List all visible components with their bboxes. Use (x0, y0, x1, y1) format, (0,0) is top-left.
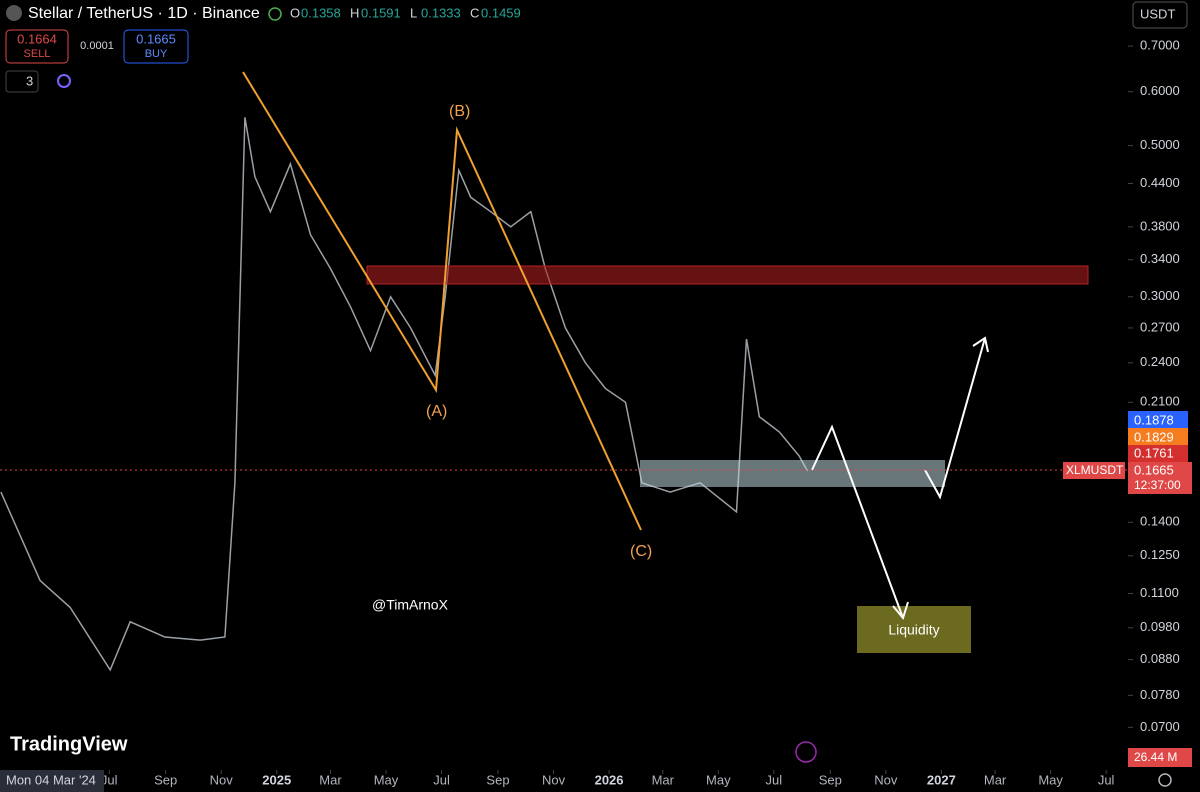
last-badge (1128, 462, 1192, 494)
indicators-toggle[interactable] (5, 70, 39, 93)
wave-label: (B) (449, 103, 470, 120)
y-axis: 0.7000 0.6000 0.5000 0.4400 0.3800 0.3400 0.30… (1128, 38, 1180, 734)
liquidity-label: Liquidity (888, 622, 939, 638)
symbol-title: Stellar / TetherUS · 1D · Binance (28, 5, 260, 22)
symbol: XLMUSDT (1066, 463, 1124, 477)
symbol-badge (1063, 462, 1125, 479)
liquidity-zone (857, 606, 971, 653)
y-tick-label: 0.3400 (1140, 251, 1180, 266)
x-tick-label: May (374, 772, 399, 787)
currency-select[interactable] (1132, 1, 1188, 29)
x-tick-label: May (1038, 772, 1063, 787)
x-tick-label: May (706, 772, 731, 787)
x-tick-label: 2025 (262, 772, 291, 787)
y-tick-label: 0.2400 (1140, 354, 1180, 369)
x-tick-label: 2027 (927, 772, 956, 787)
y-tick-label: 0.2100 (1140, 394, 1180, 409)
resistance-zone (366, 265, 1089, 285)
badge (1128, 411, 1188, 430)
x-tick-label: Nov (542, 772, 566, 787)
sell-label: SELL (24, 48, 51, 60)
countdown: 12:37:00 (1134, 478, 1181, 492)
ohlc-value: 0.1591 (361, 5, 401, 20)
wave-label: (A) (426, 403, 447, 420)
projection-arrow (924, 337, 986, 500)
crosshair-box (0, 770, 104, 792)
x-tick-label: Jul (1098, 772, 1115, 787)
y-tick-label: 0.1100 (1140, 585, 1179, 600)
y-tick-label: 0.0980 (1140, 619, 1180, 634)
x-tick-label: Mar (319, 772, 342, 787)
y-tick-label: 0.7000 (1140, 38, 1180, 53)
ohlc-value: 0.1459 (481, 5, 521, 20)
projection-arrow (811, 424, 904, 619)
badge-value: 0.1878 (1134, 412, 1174, 427)
x-tick-label: Sep (819, 772, 842, 787)
y-tick-label: 0.3000 (1140, 288, 1180, 303)
y-tick-label: 0.0700 (1140, 719, 1180, 734)
ohlc-key: C (470, 5, 479, 20)
x-tick-label: Sep (154, 772, 177, 787)
y-tick-label: 0.5000 (1140, 137, 1180, 152)
badge-value: 0.1829 (1134, 429, 1174, 444)
currency: USDT (1140, 6, 1175, 21)
brand: TradingView (10, 733, 128, 755)
sell-button[interactable] (5, 29, 69, 64)
status (268, 7, 282, 21)
alert-icon[interactable] (795, 741, 817, 763)
ohlc: O 0.1358 H 0.1591 L 0.1333 C 0.1459 (290, 5, 521, 20)
sync-icon[interactable] (57, 74, 71, 88)
volume-badge (1128, 748, 1192, 767)
y-tick-label: 0.6000 (1140, 83, 1180, 98)
x-tick-label: Jul (101, 772, 118, 787)
x-tick-label: Jul (433, 772, 450, 787)
x-tick-label: Mar (984, 772, 1007, 787)
support-zone (640, 460, 945, 487)
buy-label: BUY (145, 48, 168, 60)
x-tick-label: Sep (486, 772, 509, 787)
ohlc-key: O (290, 5, 300, 20)
y-tick-label: 0.3800 (1140, 218, 1180, 233)
wave-lines (242, 71, 642, 531)
y-tick-label: 0.0780 (1140, 687, 1180, 702)
arrow-head (972, 336, 989, 353)
ohlc-key: H (350, 5, 359, 20)
settings[interactable] (1158, 773, 1172, 787)
y-tick-label: 0.1250 (1140, 547, 1180, 562)
buy-button[interactable] (123, 29, 189, 64)
indicators-count: 3 (26, 73, 33, 88)
sell-price: 0.1664 (17, 31, 57, 46)
symbol-icon (6, 5, 22, 21)
y-tick-label: 0.4400 (1140, 175, 1180, 190)
x-tick-label: Nov (874, 772, 898, 787)
ohlc-value: 0.1333 (421, 5, 461, 20)
x-tick-label: Jul (766, 772, 783, 787)
price-axis (1128, 0, 1200, 792)
author: @TimArnoX (372, 597, 449, 613)
time-axis (0, 770, 1128, 792)
ohlc-key: L (410, 5, 417, 20)
badge (1128, 445, 1188, 463)
last-price: 0.1665 (1134, 462, 1174, 477)
wave-label: (C) (630, 543, 652, 560)
ohlc-value: 0.1358 (301, 5, 341, 20)
y-tick-label: 0.1400 (1140, 514, 1180, 529)
y-tick-label: 0.2700 (1140, 319, 1180, 334)
x-tick-label: Nov (210, 772, 234, 787)
y-tick-label: 0.0880 (1140, 651, 1180, 666)
arrow-head (892, 601, 909, 621)
badge-value: 0.1761 (1134, 445, 1174, 460)
badge (1128, 428, 1188, 447)
x-tick-label: Mar (652, 772, 675, 787)
x-axis: Jul Sep Nov 2025 Mar May Jul Sep Nov 2026 Mar May Ju… (101, 770, 1115, 787)
crosshair-date: Mon 04 Mar '24 (6, 772, 96, 787)
spread: 0.0001 (80, 40, 114, 52)
x-tick-label: 2026 (595, 772, 624, 787)
volume: 26.44 M (1134, 750, 1177, 764)
buy-price: 0.1665 (136, 31, 176, 46)
